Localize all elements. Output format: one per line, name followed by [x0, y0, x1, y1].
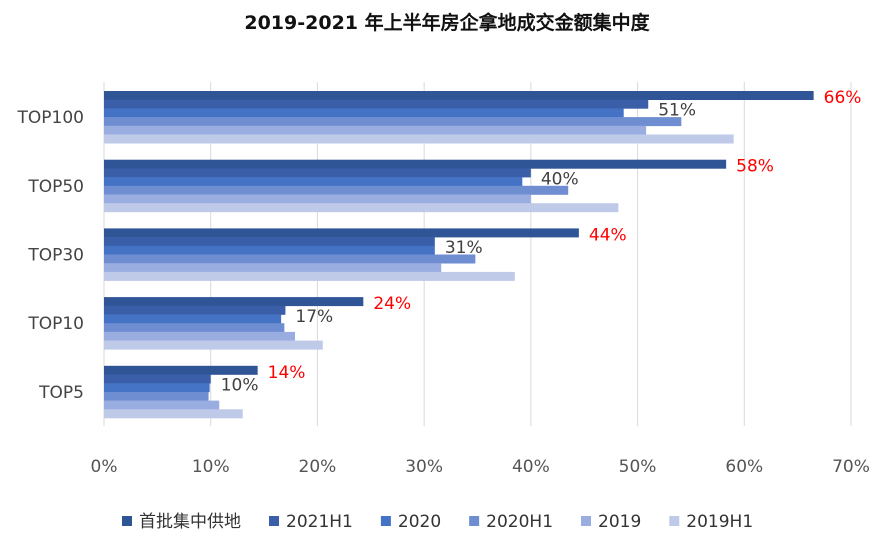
category-label: TOP5 — [38, 383, 84, 403]
bar — [104, 203, 619, 213]
data-labels: 66% 58% 44% 24% 14% 51% 40% 31% 17% 10% — [221, 88, 862, 396]
bar — [104, 245, 435, 255]
bar — [104, 99, 649, 109]
x-tick-label: 70% — [832, 457, 870, 477]
legend-label: 2020 — [398, 512, 441, 532]
legend-entry: 2020H1 — [469, 512, 553, 532]
x-tick-label: 30% — [405, 457, 443, 477]
category-label: TOP100 — [17, 108, 84, 128]
bar — [104, 305, 286, 315]
legend-entry: 2019 — [581, 512, 641, 532]
x-tick-label: 20% — [299, 457, 337, 477]
category-axis: TOP100 TOP50 TOP30 TOP10 TOP5 — [17, 108, 84, 403]
data-label: 40% — [541, 169, 579, 189]
x-tick-label: 40% — [512, 457, 550, 477]
category-label: TOP10 — [27, 314, 84, 334]
bar — [104, 254, 476, 264]
bar — [104, 263, 442, 273]
x-tick-label: 0% — [91, 457, 118, 477]
bar — [104, 194, 531, 204]
chart-title: 2019-2021 年上半年房企拿地成交金额集中度 — [244, 11, 650, 34]
bar — [104, 159, 727, 169]
x-tick-label: 10% — [192, 457, 230, 477]
bar — [104, 125, 647, 135]
bars — [104, 91, 814, 419]
bar — [104, 400, 220, 410]
data-label: 17% — [295, 307, 333, 327]
legend-label: 2021H1 — [286, 512, 353, 532]
data-label: 14% — [268, 363, 306, 383]
legend-swatch — [469, 516, 480, 526]
legend-swatch — [581, 516, 592, 526]
data-label: 24% — [373, 294, 411, 314]
bar — [104, 409, 243, 419]
bar — [104, 314, 282, 324]
legend-entry: 2021H1 — [269, 512, 353, 532]
data-label: 58% — [736, 157, 774, 177]
bar — [104, 177, 523, 187]
data-label: 10% — [221, 376, 259, 396]
x-tick-label: 60% — [725, 457, 763, 477]
bar — [104, 340, 323, 350]
legend-entry: 2019H1 — [669, 512, 753, 532]
x-tick-label: 50% — [619, 457, 657, 477]
legend-label: 2020H1 — [486, 512, 553, 532]
bar — [104, 271, 515, 281]
category-label: TOP30 — [27, 246, 84, 266]
legend-label: 2019H1 — [686, 512, 753, 532]
data-label: 66% — [824, 88, 862, 108]
bar — [104, 108, 624, 118]
bar — [104, 297, 364, 307]
bar — [104, 237, 435, 247]
legend-entry: 首批集中供地 — [122, 512, 241, 532]
data-label: 44% — [589, 225, 627, 245]
bar — [104, 117, 682, 127]
legend-label: 首批集中供地 — [139, 512, 241, 532]
legend-swatch — [669, 516, 680, 526]
legend: 首批集中供地 2021H1 2020 2020H1 2019 2019H1 — [122, 512, 753, 532]
legend-entry: 2020 — [380, 512, 441, 532]
bar — [104, 374, 211, 384]
category-label: TOP50 — [27, 177, 84, 197]
bar — [104, 134, 734, 144]
bar — [104, 228, 579, 238]
data-label: 51% — [658, 101, 696, 121]
bar — [104, 383, 210, 393]
legend-swatch — [122, 516, 132, 526]
bar — [104, 91, 814, 100]
bar — [104, 185, 569, 195]
legend-swatch — [269, 516, 279, 526]
bar — [104, 323, 285, 333]
bar — [104, 331, 296, 341]
value-axis: 0% 10% 20% 30% 40% 50% 60% 70% — [91, 457, 870, 477]
data-label: 31% — [445, 238, 483, 258]
bar — [104, 391, 209, 401]
bar — [104, 168, 531, 178]
legend-label: 2019 — [598, 512, 641, 532]
bar — [104, 365, 258, 375]
legend-swatch — [380, 516, 391, 526]
